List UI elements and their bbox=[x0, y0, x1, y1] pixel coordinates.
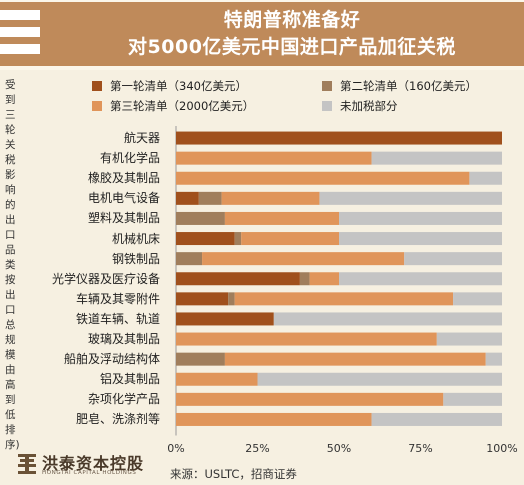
bar-segment bbox=[176, 352, 225, 366]
category-label: 钢铁制品 bbox=[111, 251, 160, 266]
bar-segment bbox=[176, 232, 235, 246]
legend-label: 第三轮清单（2000亿美元） bbox=[110, 99, 255, 113]
bar-segment bbox=[221, 191, 320, 205]
bar-segment bbox=[176, 312, 274, 326]
bar-segment bbox=[176, 252, 203, 266]
sort-note: 受到三轮关税影响的出口品类按出口总规模由高到低排序) bbox=[5, 79, 20, 451]
category-label: 电机电气设备 bbox=[87, 191, 160, 206]
category-label: 船舶及浮动结构体 bbox=[63, 352, 160, 367]
bar-segment bbox=[176, 372, 258, 386]
company-name-english: HONGTAI CAPITAL HOLDINGS bbox=[42, 470, 137, 476]
bar-segment bbox=[176, 272, 300, 286]
legend-item: 第一轮清单（340亿美元） bbox=[92, 78, 247, 94]
bar-segment bbox=[228, 292, 235, 306]
bar-segment bbox=[234, 292, 454, 306]
header: 特朗普称准备好 对5000亿美元中国进口产品加征关税 bbox=[0, 0, 524, 70]
bar-segment bbox=[273, 312, 502, 326]
legend-label: 第二轮清单（160亿美元） bbox=[340, 79, 477, 93]
bar-segment bbox=[241, 232, 339, 246]
bar-segment bbox=[202, 252, 405, 266]
bar-segment bbox=[234, 232, 242, 246]
bar-segment bbox=[176, 151, 372, 165]
x-tick-label: 75% bbox=[408, 441, 433, 455]
bar-segment bbox=[485, 352, 502, 366]
bar-segment bbox=[176, 392, 444, 406]
bar-segment bbox=[469, 171, 502, 185]
category-label: 橡胶及其制品 bbox=[87, 171, 160, 186]
legend-swatch bbox=[322, 81, 332, 91]
bar-segment bbox=[453, 292, 502, 306]
banner-stripe bbox=[0, 27, 40, 37]
bar-segment bbox=[257, 372, 502, 386]
bar-segment bbox=[371, 412, 502, 426]
category-label: 铁道车辆、轨道 bbox=[75, 311, 160, 326]
legend-swatch bbox=[322, 101, 332, 111]
category-label: 有机化学品 bbox=[99, 151, 160, 166]
bar-segment bbox=[339, 211, 502, 225]
bar-segment bbox=[319, 191, 502, 205]
bar-segment bbox=[339, 232, 502, 246]
bar-segment bbox=[309, 272, 339, 286]
bar-segment bbox=[176, 332, 437, 346]
x-tick-label: 0% bbox=[167, 441, 185, 455]
category-label: 机械机床 bbox=[111, 231, 160, 246]
category-label: 肥皂、洗涤剂等 bbox=[75, 412, 160, 427]
bar-segment bbox=[224, 352, 486, 366]
banner-stripe bbox=[0, 10, 40, 20]
category-label: 铝及其制品 bbox=[99, 372, 160, 387]
bar-segment bbox=[436, 332, 502, 346]
bar-segment bbox=[176, 292, 229, 306]
bar-segment bbox=[198, 191, 222, 205]
bar-segment bbox=[176, 191, 199, 205]
bar-segment bbox=[176, 412, 372, 426]
x-tick-label: 50% bbox=[326, 441, 352, 455]
chart-title-line1: 特朗普称准备好 bbox=[223, 9, 361, 31]
category-label: 光学仪器及医疗设备 bbox=[51, 271, 160, 286]
bar-segment bbox=[176, 131, 502, 145]
legend-label: 未加税部分 bbox=[340, 99, 398, 113]
legend-label: 第一轮清单（340亿美元） bbox=[110, 79, 247, 93]
legend: 第一轮清单（340亿美元） 第二轮清单（160亿美元） 第三轮清单（2000亿美元）… bbox=[92, 78, 512, 114]
title-banner: 特朗普称准备好 对5000亿美元中国进口产品加征关税 bbox=[0, 2, 524, 66]
bar-segment bbox=[339, 272, 502, 286]
legend-item: 第二轮清单（160亿美元） bbox=[322, 78, 477, 94]
x-tick-label: 25% bbox=[245, 441, 270, 455]
bar-segment bbox=[443, 392, 502, 406]
category-label: 航天器 bbox=[123, 131, 160, 146]
source-note: 来源：USLTC，招商证券 bbox=[170, 467, 297, 481]
category-label: 塑料及其制品 bbox=[87, 211, 160, 226]
category-label: 车辆及其零附件 bbox=[75, 291, 160, 306]
legend-item: 第三轮清单（2000亿美元） bbox=[92, 98, 254, 114]
bar-segment bbox=[371, 151, 502, 165]
legend-swatch bbox=[92, 101, 102, 111]
bar-segment bbox=[404, 252, 502, 266]
company-name: 洪泰资本控股 bbox=[42, 454, 145, 473]
chart-title-line2: 对5000亿美元中国进口产品加征关税 bbox=[128, 36, 456, 58]
bar-segment bbox=[299, 272, 310, 286]
bar-segment bbox=[176, 171, 470, 185]
bar-segment bbox=[176, 211, 225, 225]
legend-swatch bbox=[92, 81, 102, 91]
bar-segment bbox=[224, 211, 339, 225]
legend-item: 未加税部分 bbox=[322, 98, 398, 114]
banner-stripe bbox=[0, 44, 40, 54]
company-logo-icon bbox=[18, 454, 36, 474]
category-label: 杂项化学产品 bbox=[87, 392, 160, 407]
category-label: 玻璃及其制品 bbox=[87, 332, 160, 347]
footer: 洪泰资本控股 HONGTAI CAPITAL HOLDINGS 来源：USLTC… bbox=[0, 446, 524, 485]
x-tick-label: 100% bbox=[486, 441, 518, 455]
